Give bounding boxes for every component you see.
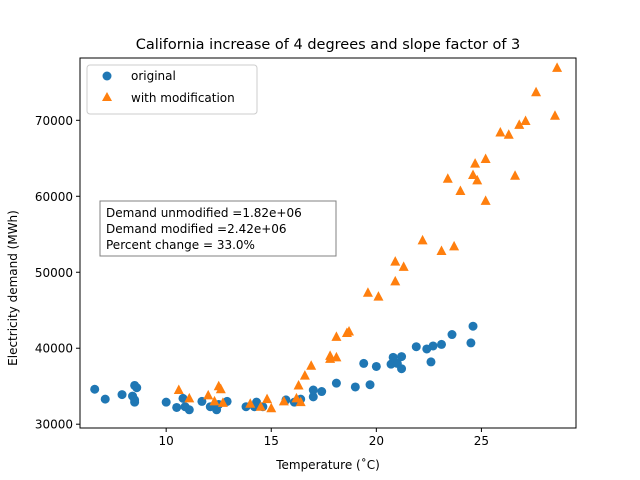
legend-label-original: original: [131, 69, 176, 83]
series-original: [90, 321, 478, 415]
data-point-original: [350, 382, 360, 392]
legend-circle-marker: [102, 71, 112, 81]
data-point-modified: [245, 398, 256, 408]
data-point-original: [100, 394, 110, 404]
data-point-original: [426, 357, 436, 367]
annotation-line-3: Percent change = 33.0%: [106, 238, 255, 252]
annotation-line-2: Demand modified =2.42e+06: [106, 222, 287, 236]
data-point-modified: [449, 240, 460, 251]
x-tick-label: 20: [369, 434, 384, 448]
data-point-modified: [306, 360, 317, 370]
data-point-original: [428, 341, 438, 351]
x-tick-label: 15: [264, 434, 279, 448]
series-with-modification: [173, 62, 563, 413]
data-point-original: [117, 390, 127, 400]
data-point-original: [130, 395, 140, 405]
data-point-modified: [295, 396, 306, 407]
data-point-modified: [514, 119, 525, 129]
data-point-modified: [470, 158, 481, 168]
y-tick-label: 30000: [35, 418, 73, 432]
data-point-modified: [262, 393, 273, 404]
data-point-modified: [455, 185, 466, 195]
data-point-original: [308, 392, 318, 402]
y-tick-label: 60000: [35, 190, 73, 204]
x-axis: 10 15 20 25: [159, 428, 489, 448]
annotation-box: [99, 200, 337, 257]
data-point-original: [468, 321, 478, 331]
legend: original with modification: [86, 64, 258, 115]
data-point-original: [466, 338, 476, 348]
data-point-modified: [503, 129, 514, 139]
data-point-modified: [325, 350, 336, 360]
data-point-modified: [278, 395, 289, 406]
y-axis-label: Electricity demand (MWh): [6, 210, 20, 366]
data-point-original: [411, 342, 421, 352]
annotation-line-1: Demand unmodified =1.82e+06: [106, 206, 302, 220]
data-point-modified: [398, 261, 409, 271]
data-point-original: [447, 330, 457, 340]
stats-annotation: Demand unmodified =1.82e+06 Demand modif…: [99, 200, 337, 257]
data-point-modified: [552, 62, 563, 72]
data-point-modified: [373, 291, 384, 301]
data-point-modified: [173, 384, 184, 395]
y-tick-label: 50000: [35, 266, 73, 280]
data-point-original: [90, 384, 100, 394]
y-tick-label: 70000: [35, 114, 73, 128]
data-point-original: [397, 364, 407, 374]
data-point-modified: [299, 370, 310, 380]
data-point-original: [317, 387, 327, 397]
data-point-modified: [266, 402, 277, 413]
data-point-original: [184, 405, 194, 415]
data-point-modified: [293, 379, 304, 390]
data-point-modified: [362, 287, 373, 297]
data-point-modified: [331, 331, 342, 341]
data-point-original: [371, 361, 381, 371]
data-point-modified: [390, 275, 401, 286]
data-point-modified: [344, 326, 355, 336]
x-tick-label: 10: [159, 434, 174, 448]
data-point-modified: [480, 195, 491, 205]
data-point-modified: [184, 392, 195, 403]
data-point-modified: [217, 397, 228, 407]
data-point-original: [331, 378, 341, 388]
data-point-modified: [390, 256, 401, 266]
data-point-original: [365, 380, 375, 390]
data-point-modified: [495, 126, 506, 137]
plot-area: [90, 62, 563, 415]
data-point-modified: [255, 401, 266, 411]
data-point-modified: [531, 86, 542, 97]
data-point-modified: [520, 115, 531, 126]
data-point-original: [359, 358, 369, 368]
data-point-original: [252, 397, 262, 407]
legend-frame: [86, 64, 258, 115]
data-point-original: [436, 339, 446, 349]
data-point-modified: [442, 173, 453, 183]
data-point-original: [397, 352, 407, 362]
x-axis-label: Temperature (˚C): [275, 457, 380, 472]
data-point-modified: [215, 383, 226, 394]
data-point-original: [132, 383, 142, 393]
chart-title: California increase of 4 degrees and slo…: [136, 37, 521, 53]
legend-label-modified: with modification: [131, 91, 235, 105]
legend-triangle-marker: [102, 92, 112, 101]
data-point-modified: [331, 351, 342, 362]
data-point-original: [161, 397, 171, 407]
data-point-modified: [472, 174, 483, 185]
x-tick-label: 25: [474, 434, 489, 448]
data-point-modified: [203, 389, 214, 400]
data-point-original: [172, 402, 182, 412]
data-point-modified: [436, 245, 447, 255]
data-point-modified: [417, 234, 428, 245]
axes-frame: [79, 57, 577, 429]
data-point-modified: [510, 170, 521, 180]
data-point-original: [308, 385, 318, 395]
data-point-modified: [480, 153, 491, 164]
data-point-modified: [468, 169, 479, 180]
data-point-modified: [209, 395, 220, 406]
y-tick-label: 40000: [35, 342, 73, 356]
data-point-modified: [549, 110, 560, 120]
y-axis: 30000 40000 50000 60000 70000: [35, 114, 80, 432]
